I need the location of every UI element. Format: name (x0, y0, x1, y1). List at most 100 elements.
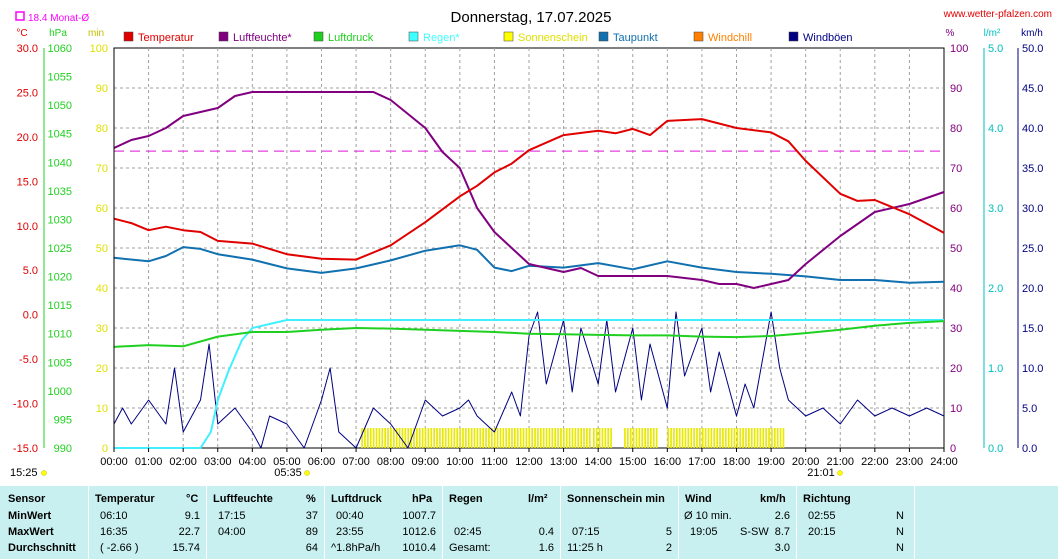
time-tick-label: 05:00 (273, 456, 301, 468)
sun-tick-label: 20 (96, 363, 108, 375)
chart-title: Donnerstag, 17.07.2025 (451, 9, 612, 26)
series-line-regen (114, 319, 944, 449)
press-tick-label: 1020 (48, 272, 72, 284)
sunshine-bar (467, 428, 470, 448)
sunshine-bar (427, 428, 430, 448)
sunshine-bar (398, 428, 401, 448)
time-tick-label: 23:00 (896, 456, 924, 468)
temp-tick-label: 10.0 (17, 221, 38, 233)
table-divider (560, 486, 561, 559)
sunshine-bar (650, 428, 652, 448)
time-tick-label: 22:00 (861, 456, 889, 468)
time-tick-label: 12:00 (515, 456, 543, 468)
sunshine-bar (522, 428, 525, 448)
sunshine-bar (462, 428, 464, 448)
legend-label: Windchill (708, 32, 752, 44)
sun-tick-label: 50 (96, 243, 108, 255)
sunshine-bar (655, 428, 658, 448)
max-temp-val: 22.7 (178, 526, 200, 538)
legend-label: Taupunkt (613, 32, 658, 44)
rain-unit: l/m² (984, 28, 1001, 39)
sunshine-bar (771, 428, 773, 448)
sunshine-bar (453, 428, 456, 448)
press-tick-label: 1000 (48, 386, 72, 398)
press-tick-label: 1045 (48, 129, 72, 141)
sunshine-bar (782, 428, 785, 448)
legend-swatch (123, 31, 134, 42)
month-avg-marker-icon (15, 11, 25, 21)
sunshine-bar (626, 428, 629, 448)
hdr-hum-unit: % (306, 493, 316, 505)
wind-tick-label: 0.0 (1022, 443, 1037, 455)
axes-layer: 30.0 25.0 20.0 15.0 10.0 5.0 0.0 -5.0 -10.0 -15.0… (13, 43, 1044, 468)
avg-temp-val: 15.74 (172, 542, 200, 554)
sunshine-bar (436, 428, 438, 448)
row-label-min: MinWert (8, 510, 52, 522)
temp-tick-label: 5.0 (23, 265, 38, 277)
sun-tick-label: 10 (96, 403, 108, 415)
time-tick-label: 13:00 (550, 456, 578, 468)
max-sun-time: 07:15 (572, 526, 600, 538)
sunshine-bar (638, 428, 641, 448)
sunshine-bar (490, 428, 493, 448)
sunshine-bar (537, 428, 539, 448)
legend-swatch (598, 31, 609, 42)
site-link[interactable]: www.wetter-pfalzen.com (943, 9, 1052, 20)
time-tick-label: 19:00 (757, 456, 785, 468)
sunshine-bar (390, 428, 392, 448)
sunshine-bar (583, 428, 585, 448)
press-unit: hPa (49, 28, 67, 39)
sunshine-bar (493, 428, 496, 448)
table-divider (442, 486, 443, 559)
hum-tick-label: 80 (950, 123, 962, 135)
wind-tick-label: 15.0 (1022, 323, 1043, 335)
time-tick-label: 17:00 (688, 456, 716, 468)
rain-tick-label: 5.0 (988, 43, 1003, 55)
press-tick-label: 1005 (48, 357, 72, 369)
avg-rain-val: 1.6 (538, 542, 554, 554)
sunshine-bar (525, 428, 528, 448)
time-tick-label: 24:00 (930, 456, 958, 468)
avg-temp-time: ( -2.66 ) (100, 542, 139, 554)
sunshine-bar (551, 428, 554, 448)
hum-tick-label: 90 (950, 83, 962, 95)
series-layer (113, 91, 945, 449)
sunshine-bar (598, 428, 601, 448)
hdr-rain: Regen (449, 493, 483, 505)
table-divider (324, 486, 325, 559)
sunshine-bar (387, 428, 389, 448)
sunshine-bar (624, 428, 626, 448)
legend-label: Temperatur (138, 32, 194, 44)
sunshine-bar (485, 428, 487, 448)
legend-swatch (693, 31, 704, 42)
press-tick-label: 1010 (48, 329, 72, 341)
sunshine-bar (670, 428, 672, 448)
sunshine-bar (459, 428, 461, 448)
hum-tick-label: 10 (950, 403, 962, 415)
wind-tick-label: 20.0 (1022, 283, 1043, 295)
sunshine-bar (586, 428, 588, 448)
hdr-sun: Sonnenschein min (567, 493, 665, 505)
sunshine-bar (369, 428, 372, 448)
sunshine-bar (473, 428, 476, 448)
table-divider (206, 486, 207, 559)
sunset-icon (837, 470, 843, 476)
min-hum-time: 17:15 (218, 510, 246, 522)
legend-swatch (503, 31, 514, 42)
series-line-windben (113, 311, 945, 449)
wind-tick-label: 25.0 (1022, 243, 1043, 255)
sunshine-bar (424, 428, 427, 448)
sunshine-bar (756, 428, 759, 448)
max-press-val: 1012.6 (402, 526, 436, 538)
sunshine-bar (759, 428, 762, 448)
sunshine-bar (652, 428, 655, 448)
sunrise-label: 05:35 (274, 467, 302, 479)
legend: Temperatur Luftfeuchte* Luftdruck Regen* Son… (123, 31, 853, 44)
sunshine-bar (748, 428, 750, 448)
max-hum-time: 04:00 (218, 526, 246, 538)
avg-hum-val: 64 (305, 542, 318, 554)
sunshine-bar (381, 428, 384, 448)
hdr-wind-unit: km/h (760, 493, 786, 505)
sun-tick-label: 100 (90, 43, 108, 55)
sunshine-bar (430, 428, 433, 448)
